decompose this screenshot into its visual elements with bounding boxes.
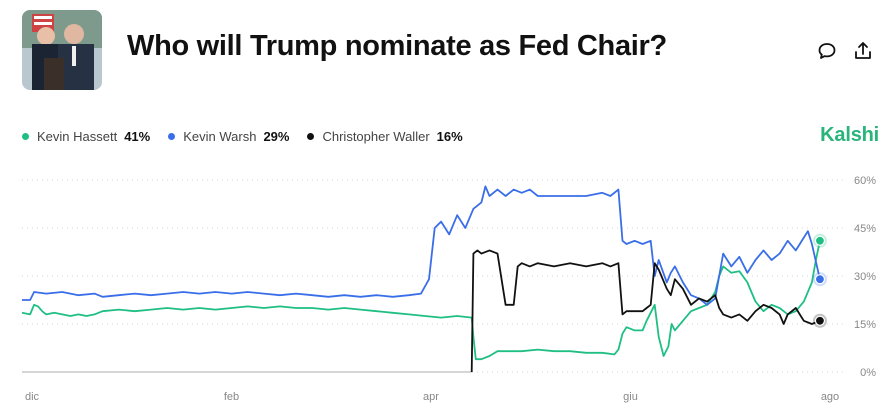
legend-dot: [168, 132, 176, 140]
legend-dot: [22, 132, 29, 140]
legend-value: 29%: [263, 128, 290, 144]
x-tick-label: apr: [423, 391, 439, 403]
series-line-warsh: [22, 185, 821, 306]
legend-value: 16%: [436, 128, 463, 144]
y-tick-label: 15%: [854, 319, 876, 331]
share-icon[interactable]: [852, 40, 874, 62]
y-tick-label: 45%: [854, 223, 876, 235]
x-tick-label: dic: [25, 391, 40, 403]
legend-dot: [307, 132, 315, 140]
legend-label: Christopher Waller: [322, 128, 430, 144]
endpoint-waller: [814, 315, 826, 326]
page-title: Who will Trump nominate as Fed Chair?: [127, 30, 667, 62]
y-tick-label: 30%: [854, 271, 876, 283]
endpoint-warsh: [814, 274, 826, 285]
legend-label: Kevin Warsh: [183, 128, 257, 144]
chart-legend: Kevin Hassett 41% Kevin Warsh 29% Christ…: [22, 128, 481, 144]
kalshi-logo: Kalshi: [820, 124, 879, 146]
price-history-chart: 60% 45% 30% 15% 0% dic feb apr giu ago: [21, 175, 876, 403]
market-thumbnail: [22, 10, 102, 90]
x-tick-label: feb: [224, 391, 239, 403]
legend-item-hassett: Kevin Hassett 41%: [22, 129, 150, 144]
endpoint-hassett: [814, 235, 826, 246]
series-line-hassett: [21, 240, 821, 361]
y-tick-label: 60%: [854, 175, 876, 187]
legend-label: Kevin Hassett: [37, 128, 118, 144]
legend-item-warsh: Kevin Warsh 29%: [168, 129, 289, 144]
x-tick-label: giu: [623, 391, 638, 403]
y-tick-label: 0%: [860, 367, 876, 379]
legend-value: 41%: [124, 128, 151, 144]
comment-icon[interactable]: [816, 40, 838, 62]
legend-item-waller: Christopher Waller 16%: [307, 128, 463, 144]
x-tick-label: ago: [821, 391, 839, 403]
series-line-waller: [470, 249, 821, 373]
